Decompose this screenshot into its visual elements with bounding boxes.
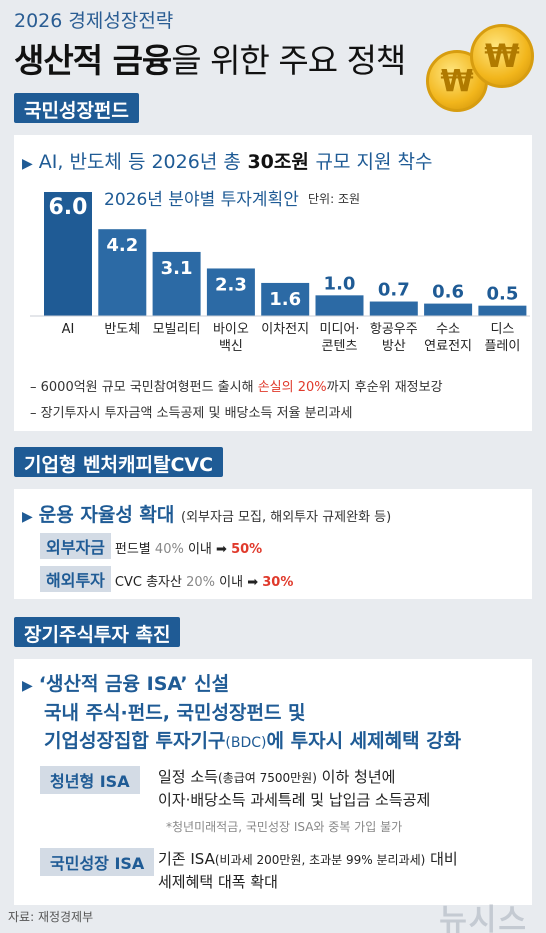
category-label-3-1: 백신 — [219, 339, 243, 354]
bar-5 — [315, 295, 364, 316]
isa-label-national-growth: 국민성장 ISA — [40, 848, 155, 876]
isa-description: 국내 주식·펀드, 국민성장펀드 및 기업성장집합 투자기구(BDC)에 투자시… — [44, 702, 462, 752]
category-label-6-0: 항공우주 — [370, 322, 418, 337]
header: 2026 경제성장전략 생산적 금융을 위한 주요 정책 — [0, 0, 546, 92]
cvc-row-external-funds: 외부자금 펀드별 40% 이내 ➡ 50% — [40, 533, 262, 559]
isa-headline: ▶ ‘생산적 금융 ISA’ 신설 — [22, 673, 230, 695]
value-label-7: 0.6 — [432, 282, 464, 303]
category-label-6-1: 방산 — [382, 339, 406, 354]
category-label-2: 모빌리티 — [153, 322, 201, 337]
fund-note-2: – 장기투자시 투자금액 소득공제 및 배당소득 저율 분리과세 — [30, 406, 353, 421]
bar-0 — [44, 192, 92, 316]
fund-note-1: – 6000억원 규모 국민참여형펀드 출시해 손실의 20%까지 후순위 재정… — [30, 380, 443, 395]
isa-desc-youth: 일정 소득(총급여 7500만원) 이하 청년에 이자·배당소득 과세특례 및 … — [158, 768, 431, 809]
title-light: 을 위한 주요 정책 — [171, 41, 406, 80]
bar-1 — [98, 229, 147, 316]
value-label-0: 6.0 — [49, 195, 88, 220]
value-label-8: 0.5 — [486, 284, 518, 305]
category-label-0: AI — [62, 322, 75, 337]
category-label-4: 이차전지 — [261, 322, 309, 337]
source-note: 자료: 재정경제부 — [8, 910, 94, 924]
value-label-1: 4.2 — [106, 235, 138, 256]
chart-unit: 단위: 조원 — [308, 192, 361, 206]
section-tag-national-growth-fund: 국민성장펀드 — [14, 93, 139, 123]
category-label-7-0: 수소 — [436, 322, 460, 337]
page-subtitle: 2026 경제성장전략 — [14, 10, 174, 32]
bar-2 — [152, 251, 201, 316]
fund-headline: ▶ AI, 반도체 등 2026년 총 30조원 규모 지원 착수 — [22, 151, 433, 173]
category-label-8-0: 디스 — [490, 322, 514, 337]
section-tag-long-term-stock: 장기주식투자 촉진 — [14, 617, 181, 647]
bar-6 — [369, 301, 418, 316]
isa-note-youth: *청년미래적금, 국민성장 ISA와 중복 가입 불가 — [166, 820, 403, 834]
category-label-8-1: 플레이 — [484, 339, 520, 354]
category-label-5-0: 미디어· — [319, 322, 359, 337]
cvc-row-overseas-investment: 해외투자 CVC 총자산 20% 이내 ➡ 30% — [40, 566, 293, 592]
value-label-3: 2.3 — [215, 274, 247, 295]
section-tag-cvc: 기업형 벤처캐피탈CVC — [14, 447, 224, 477]
bar-4 — [261, 282, 310, 316]
isa-label-youth: 청년형 ISA — [40, 766, 140, 794]
bar-3 — [206, 268, 255, 316]
triangle-bullet-icon: ▶ — [22, 156, 33, 172]
won-coin-icon: ₩ — [470, 24, 534, 88]
title-bold: 생산적 금융 — [14, 41, 172, 80]
isa-desc-national-growth: 기존 ISA(비과세 200만원, 초과분 99% 분리과세) 대비 세제혜택 … — [158, 850, 458, 891]
category-label-7-1: 연료전지 — [424, 339, 472, 354]
bar-7 — [424, 303, 473, 316]
category-label-3-0: 바이오 — [213, 322, 249, 337]
value-label-4: 1.6 — [269, 289, 301, 310]
page-title: 생산적 금융을 위한 주요 정책 — [14, 34, 406, 82]
newsis-logo: 뉴시스 — [439, 903, 528, 933]
value-label-5: 1.0 — [324, 273, 356, 294]
category-label-5-1: 콘텐츠 — [322, 339, 358, 354]
value-label-2: 3.1 — [161, 258, 193, 279]
triangle-bullet-icon: ▶ — [22, 678, 33, 694]
category-label-1: 반도체 — [104, 322, 140, 337]
cvc-headline: ▶ 운용 자율성 확대 (외부자금 모집, 해외투자 규제완화 등) — [22, 504, 392, 526]
bar-8 — [478, 305, 527, 316]
chart-title: 2026년 분야별 투자계획안 — [104, 190, 299, 210]
value-label-6: 0.7 — [378, 280, 410, 301]
triangle-bullet-icon: ▶ — [22, 509, 33, 525]
